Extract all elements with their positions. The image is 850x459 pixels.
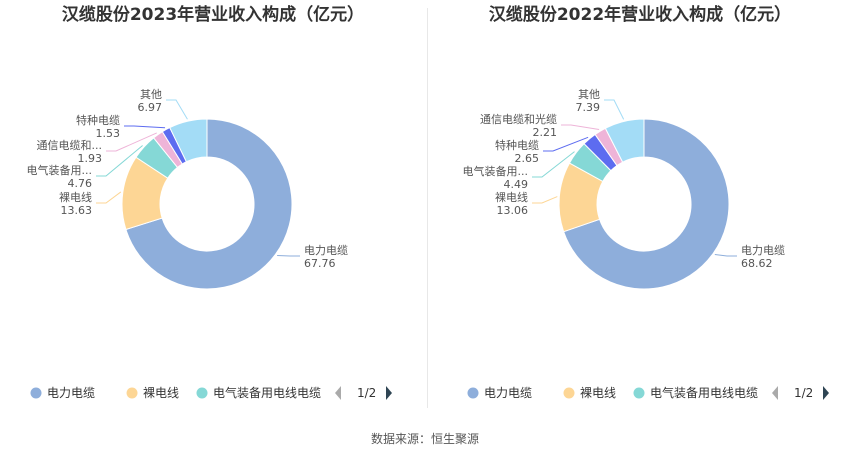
data-source-note: 数据来源：恒生聚源 — [370, 432, 479, 446]
legend-item-电气装备用电线电缆[interactable]: 电气装备用电线电缆 — [196, 385, 322, 400]
label-leader-line — [561, 124, 600, 130]
slice-label-value: 2.65 — [515, 152, 540, 165]
slice-label-name: 裸电线 — [59, 190, 92, 204]
pie-slice-其他[interactable] — [604, 118, 645, 163]
slice-label-value: 2.21 — [533, 126, 558, 139]
legend-label: 电气装备用电线电缆 — [650, 385, 758, 400]
chart-title: 汉缆股份2023年营业收入构成（亿元） — [62, 4, 364, 25]
label-leader-line — [277, 254, 300, 257]
legend-item-电气装备用电线电缆[interactable]: 电气装备用电线电缆 — [633, 385, 759, 400]
legend-next-page-icon[interactable] — [386, 386, 392, 400]
label-leader-line — [532, 151, 575, 178]
slice-label-name: 电力电缆 — [304, 244, 348, 257]
label-leader-line — [124, 125, 166, 129]
legend-marker-icon — [126, 387, 138, 399]
label-leader-line — [543, 136, 589, 152]
pie-chart-2022: 汉缆股份2022年营业收入构成（亿元）电力电缆68.62裸电线13.06电气装备… — [463, 4, 829, 400]
slice-label-value: 6.97 — [138, 101, 163, 114]
legend-label: 裸电线 — [580, 385, 616, 400]
legend-marker-icon — [196, 387, 208, 399]
slice-label-name: 特种电缆 — [495, 138, 539, 152]
legend-label: 裸电线 — [143, 385, 179, 400]
label-leader-line — [714, 254, 737, 257]
label-leader-line — [106, 132, 157, 152]
slice-label-name: 特种电缆 — [76, 113, 120, 127]
pie-chart-2023: 汉缆股份2023年营业收入构成（亿元）电力电缆67.76裸电线13.63电气装备… — [27, 4, 392, 400]
legend: 电力电缆 裸电线 电气装备用电线电缆 1/2 — [30, 385, 392, 400]
legend-item-裸电线[interactable]: 裸电线 — [126, 385, 180, 400]
legend-label: 电力电缆 — [484, 386, 532, 400]
slice-label-name: 其他 — [140, 88, 162, 101]
legend-marker-icon — [467, 387, 479, 399]
pie-slice-其他[interactable] — [169, 118, 208, 163]
legend-page-indicator: 1/2 — [357, 386, 376, 400]
legend-prev-page-icon[interactable] — [772, 386, 778, 400]
pie-slice-电力电缆[interactable] — [125, 118, 293, 290]
slice-label-value: 13.63 — [61, 204, 93, 217]
slice-label-name: 电力电缆 — [741, 244, 785, 257]
legend-marker-icon — [633, 387, 645, 399]
label-leader-line — [96, 145, 143, 177]
slice-label-value: 7.39 — [576, 101, 601, 114]
legend-prev-page-icon[interactable] — [335, 386, 341, 400]
label-leader-line — [604, 99, 625, 120]
legend-item-电力电缆[interactable]: 电力电缆 — [30, 386, 96, 400]
legend-marker-icon — [563, 387, 575, 399]
legend-label: 电气装备用电线电缆 — [213, 385, 321, 400]
slice-label-name: 裸电线 — [495, 190, 528, 204]
pie-slice-电力电缆[interactable] — [562, 118, 730, 290]
label-leader-line — [166, 99, 188, 120]
legend-item-裸电线[interactable]: 裸电线 — [563, 385, 617, 400]
slice-label-value: 68.62 — [741, 257, 773, 270]
slice-label-name: 电气装备用... — [27, 163, 93, 177]
slice-label-name: 通信电缆和光缆 — [480, 112, 557, 126]
legend-label: 电力电缆 — [47, 386, 95, 400]
chart-title: 汉缆股份2022年营业收入构成（亿元） — [489, 4, 791, 25]
slice-label-name: 通信电缆和... — [37, 139, 103, 152]
legend: 电力电缆 裸电线 电气装备用电线电缆 1/2 — [467, 385, 829, 400]
legend-item-电力电缆[interactable]: 电力电缆 — [467, 386, 533, 400]
slice-label-name: 其他 — [578, 88, 600, 101]
slice-label-value: 1.93 — [78, 152, 103, 165]
legend-marker-icon — [30, 387, 42, 399]
legend-page-indicator: 1/2 — [794, 386, 813, 400]
slice-label-value: 1.53 — [96, 127, 121, 140]
slice-label-value: 4.49 — [504, 178, 529, 191]
label-leader-line — [532, 196, 558, 204]
slice-label-value: 4.76 — [68, 177, 93, 190]
legend-next-page-icon[interactable] — [823, 386, 829, 400]
slice-label-value: 13.06 — [497, 204, 529, 217]
panel-divider — [427, 8, 428, 408]
label-leader-line — [96, 191, 122, 204]
slice-label-name: 电气装备用... — [463, 164, 529, 178]
slice-label-value: 67.76 — [304, 257, 336, 270]
